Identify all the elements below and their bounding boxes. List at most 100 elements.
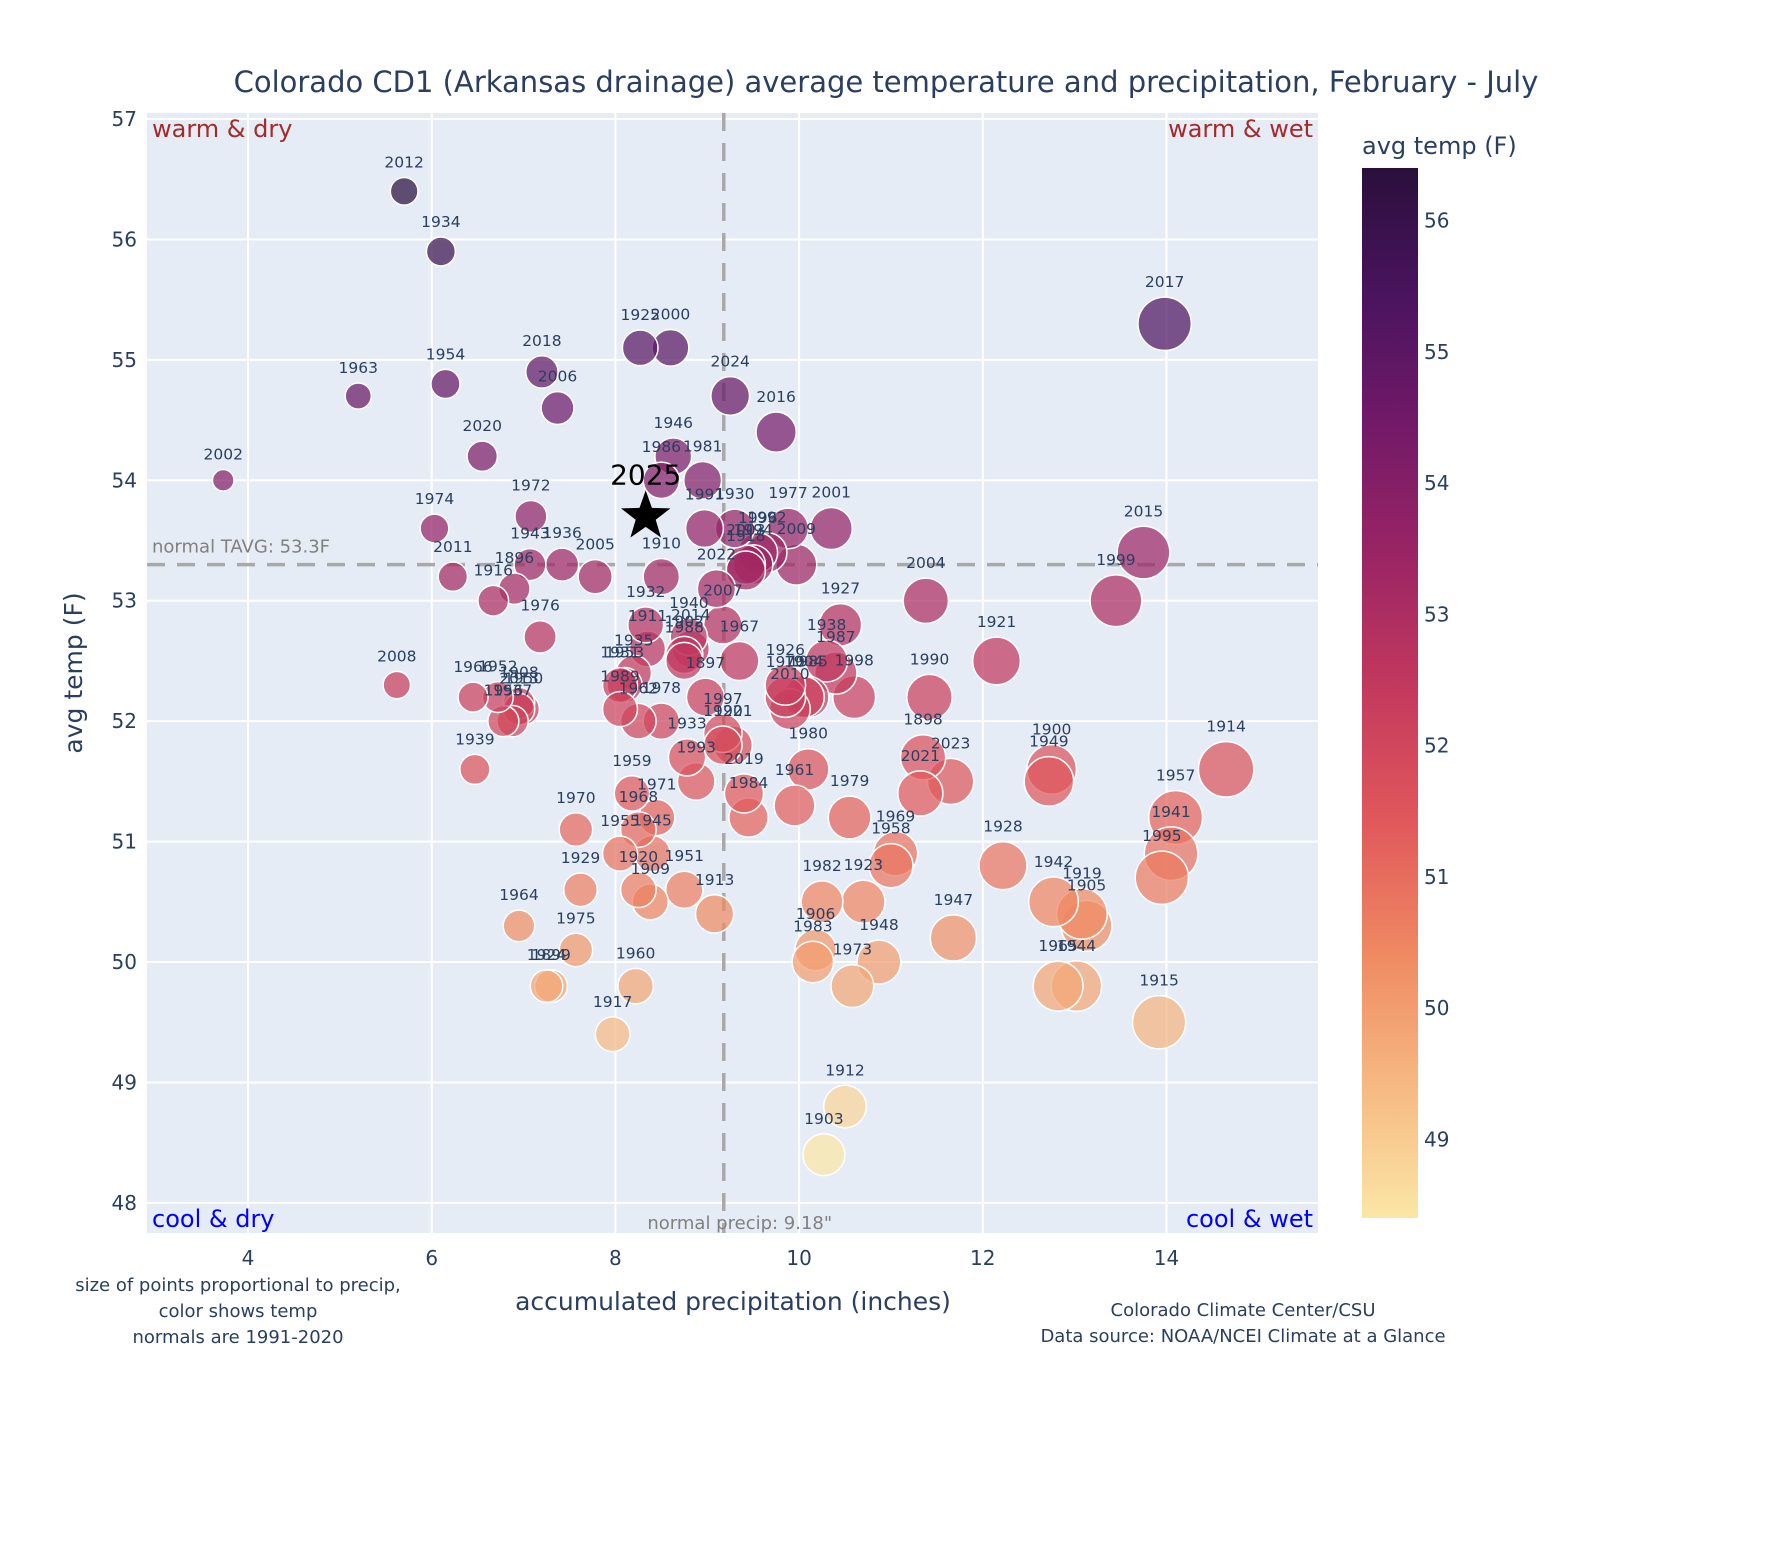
point-label: 1955 (600, 812, 639, 830)
point-label: 1945 (632, 812, 671, 830)
data-point (601, 835, 639, 872)
y-tick-label: 55 (112, 348, 137, 372)
note-size: size of points proportional to precip, (75, 1275, 401, 1296)
point-label: 1964 (499, 886, 538, 904)
data-point (502, 909, 536, 943)
point-label: 2013 (499, 669, 538, 687)
data-point (710, 375, 751, 417)
point-label: 1937 (493, 682, 532, 700)
point-label: 1950 (504, 669, 543, 687)
point-label: 1951 (665, 847, 704, 865)
x-tick-label: 10 (786, 1246, 811, 1270)
point-label: 2003 (726, 521, 765, 539)
point-label: 1963 (339, 359, 378, 377)
colorbar-title: avg temp (F) (1362, 132, 1517, 160)
point-label: 1965 (1038, 937, 1077, 955)
data-point (523, 619, 557, 654)
data-point (514, 499, 548, 534)
data-point (594, 1016, 631, 1053)
point-label: 1932 (626, 583, 665, 601)
point-label: 1980 (789, 725, 828, 743)
data-point (344, 382, 373, 410)
data-point (804, 639, 849, 683)
point-label: 1924 (527, 946, 566, 964)
data-point (809, 506, 854, 551)
point-label: 1985 (789, 652, 828, 670)
colorbar-tick-label: 56 (1424, 209, 1449, 233)
point-label: 1925 (620, 306, 659, 324)
data-point (544, 547, 580, 582)
x-tick-label: 6 (425, 1246, 438, 1270)
data-point (430, 368, 461, 400)
point-label: 1981 (683, 437, 722, 455)
y-tick-label: 51 (112, 830, 137, 854)
point-label: 2016 (756, 388, 795, 406)
point-label: 1905 (1067, 877, 1106, 895)
point-label: 2006 (538, 368, 577, 386)
point-label: 1960 (616, 944, 655, 962)
colorbar-tick-label: 51 (1424, 865, 1449, 889)
point-label: 1989 (600, 668, 639, 686)
data-point (791, 940, 835, 984)
point-label: 1933 (667, 715, 706, 733)
quadrant-cool-wet: cool & wet (1186, 1205, 1313, 1233)
point-label: 1997 (703, 690, 742, 708)
point-label: 1906 (796, 905, 835, 923)
point-label: 1949 (1029, 733, 1068, 751)
colorbar-ticks: 49 50 51 52 53 54 55 56 (1424, 209, 1449, 1152)
point-label: 2022 (697, 546, 736, 564)
point-label: 2021 (901, 747, 940, 765)
colorbar-tick-label: 49 (1424, 1127, 1449, 1151)
point-label: 1957 (1156, 767, 1195, 785)
point-label: 1910 (642, 534, 681, 552)
point-label: 1942 (1034, 853, 1073, 871)
point-label: 2010 (770, 665, 809, 683)
point-label: 1996 (738, 509, 777, 527)
data-points (211, 176, 1255, 1177)
data-point (694, 894, 735, 934)
point-label: 1954 (426, 345, 465, 363)
data-point (719, 640, 760, 682)
quadrant-warm-dry: warm & dry (152, 115, 292, 143)
point-label: 1896 (495, 549, 534, 567)
data-point (1131, 994, 1187, 1050)
data-point (696, 568, 737, 609)
point-label: 1968 (619, 788, 658, 806)
point-label: 1926 (766, 641, 805, 659)
point-label: 1961 (775, 761, 814, 779)
data-point (800, 880, 844, 924)
colorbar-tick-label: 53 (1424, 602, 1449, 626)
data-point (764, 664, 807, 707)
point-label: 2007 (703, 582, 742, 600)
point-label: 1909 (631, 860, 670, 878)
point-label: 1953 (605, 643, 644, 661)
point-label: 1979 (830, 772, 869, 790)
point-label: 1956 (484, 682, 523, 700)
point-label: 2005 (575, 536, 614, 554)
point-label: 2000 (651, 306, 690, 324)
point-label: 1902 (665, 612, 704, 630)
data-point (702, 725, 743, 766)
point-label: 1944 (1057, 937, 1096, 955)
point-label: 1991 (685, 486, 724, 504)
data-point (642, 461, 681, 500)
point-label: 1912 (825, 1061, 864, 1079)
point-label: 1990 (910, 650, 949, 668)
data-point (621, 329, 659, 367)
point-label: 1915 (1139, 972, 1178, 990)
point-label: 1974 (415, 490, 454, 508)
quadrant-warm-wet: warm & wet (1168, 115, 1313, 143)
point-label: 1987 (816, 628, 855, 646)
point-label: 1911 (628, 607, 667, 625)
point-label: 1900 (1032, 721, 1071, 739)
y-axis-label: avg temp (F) (59, 592, 88, 753)
point-label: 1986 (642, 438, 681, 456)
data-point (613, 775, 651, 812)
point-label: 2004 (906, 554, 945, 572)
point-label: 1943 (510, 525, 549, 543)
colorbar (1362, 168, 1418, 1218)
data-point (773, 784, 816, 827)
point-label: 2012 (384, 153, 423, 171)
point-label: 1973 (833, 941, 872, 959)
